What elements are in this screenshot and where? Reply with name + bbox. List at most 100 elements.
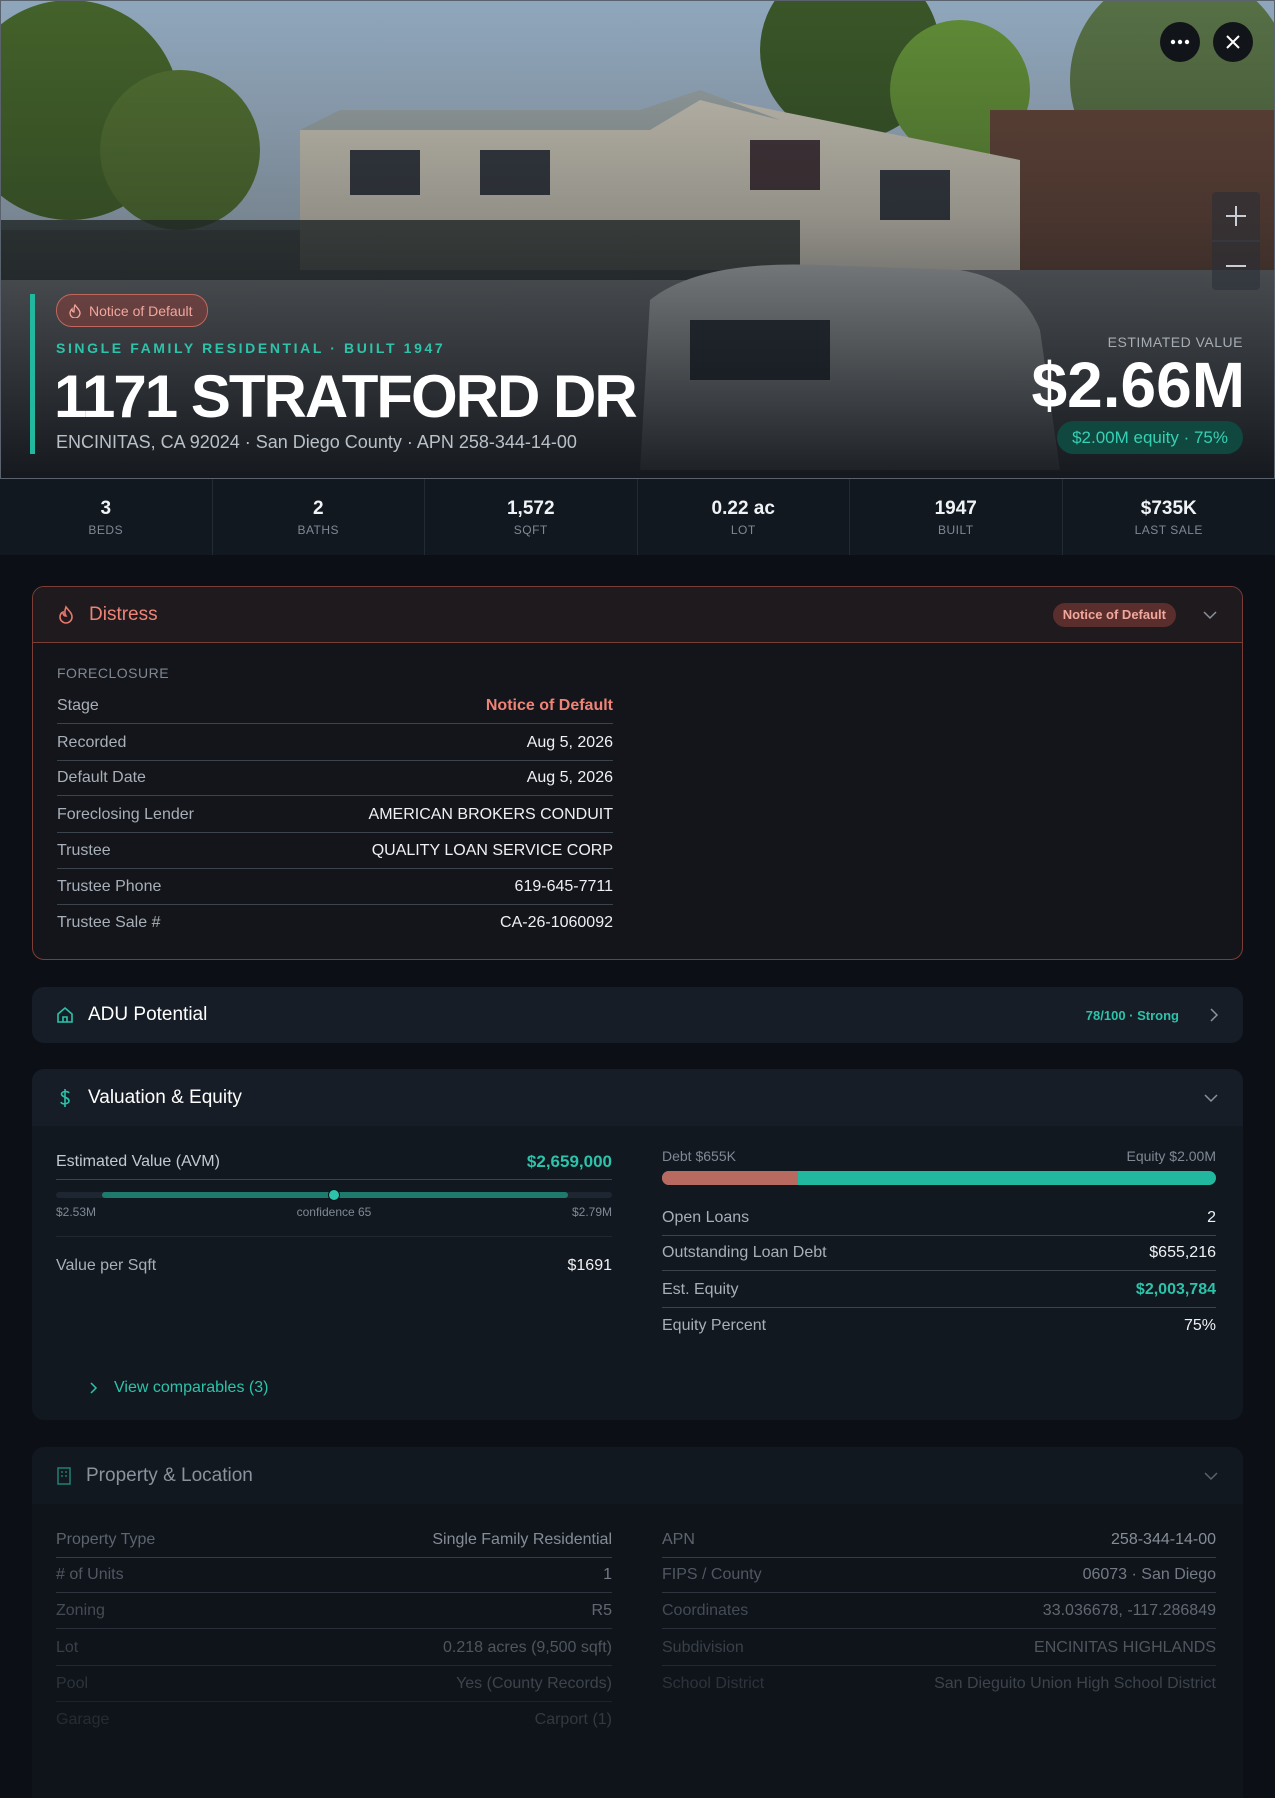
row-value: CA-26-1060092 [500, 914, 613, 931]
accent-bar [30, 294, 35, 454]
stat-value: 3 [100, 498, 112, 519]
row-value: Aug 5, 2026 [526, 768, 613, 786]
row-label: Estimated Value (AVM) [56, 1152, 220, 1170]
stat-value: $735K [1140, 498, 1197, 519]
row-label: Est. Equity [662, 1280, 739, 1298]
detail-row: Foreclosing Lender AMERICAN BROKERS CONDU… [57, 797, 613, 833]
close-button[interactable] [1213, 22, 1253, 62]
debt-segment [662, 1171, 799, 1185]
row-label: Trustee Sale # [57, 914, 161, 931]
row-value: Carport (1) [534, 1711, 612, 1728]
section-title: ADU Potential [88, 1004, 208, 1025]
row-value: 33.036678, -117.286849 [1042, 1601, 1216, 1619]
valuation-card: Valuation & Equity Estimated Value (AVM)… [32, 1069, 1243, 1420]
zoom-control [1212, 192, 1260, 290]
stat-item: 2 BATHS [213, 479, 425, 555]
row-label: Foreclosing Lender [57, 805, 194, 823]
valuation-header[interactable]: Valuation & Equity [32, 1069, 1243, 1126]
row-value: San Dieguito Union High School District [934, 1675, 1216, 1692]
status-badge-text: Notice of Default [89, 302, 193, 319]
row-label: Recorded [57, 733, 127, 751]
row-value: 06073 · San Diego [1082, 1565, 1216, 1583]
detail-row: Trustee QUALITY LOAN SERVICE CORP [57, 833, 613, 869]
stat-label: LAST SALE [1134, 523, 1203, 537]
stats-bar [0, 479, 1275, 555]
row-label: Trustee Phone [57, 877, 162, 895]
distress-badge: Notice of Default [1052, 602, 1176, 627]
row-label: School District [662, 1675, 765, 1692]
status-badge: Notice of Default [56, 294, 208, 327]
equity-label: Equity $2.00M [1126, 1148, 1217, 1164]
property-address-line: ENCINITAS, CA 92024 · San Diego County ·… [56, 432, 577, 452]
detail-row: Est. Equity $2,003,784 [662, 1272, 1216, 1308]
row-label: Open Loans [662, 1208, 750, 1226]
row-label: Trustee [57, 841, 111, 859]
zoom-in[interactable] [1226, 206, 1246, 226]
row-value: QUALITY LOAN SERVICE CORP [371, 841, 613, 859]
row-value: AMERICAN BROKERS CONDUIT [368, 805, 613, 823]
property-subtitle: SINGLE FAMILY RESIDENTIAL · BUILT 1947 [56, 340, 446, 356]
detail-row: Default Date Aug 5, 2026 [57, 760, 613, 796]
stat-value: 2 [312, 498, 324, 519]
row-value: $1691 [567, 1257, 613, 1274]
row-value: $2,003,784 [1135, 1280, 1216, 1298]
row-value: Notice of Default [485, 696, 613, 714]
property-card: Property & Location Property Type Single … [32, 1447, 1243, 1798]
per-sqft-row: Value per Sqft $1691 [56, 1248, 612, 1284]
stat-item: 3 BEDS [0, 479, 213, 555]
equity-pill: $2.00M equity · 75% [1057, 421, 1243, 454]
group-label: FORECLOSURE [57, 665, 170, 681]
row-label: FIPS / County [662, 1565, 762, 1583]
row-value: 75% [1183, 1317, 1216, 1334]
detail-row: Stage Notice of Default [57, 688, 613, 724]
row-label: Coordinates [662, 1601, 749, 1619]
stat-item: 1947 BUILT [850, 479, 1063, 555]
debt-label: Debt $655K [662, 1148, 736, 1164]
detail-row: Subdivision ENCINITAS HIGHLANDS [662, 1630, 1216, 1666]
row-label: Zoning [56, 1601, 105, 1619]
adu-score: 78/100 · Strong [1085, 1007, 1179, 1023]
stat-label: LOT [730, 523, 756, 537]
row-label: Equity Percent [662, 1317, 767, 1334]
row-label: Pool [56, 1674, 89, 1692]
detail-row: Lot 0.218 acres (9,500 sqft) [56, 1630, 612, 1666]
row-value: 2 [1207, 1208, 1216, 1226]
section-title: Property & Location [86, 1464, 253, 1486]
debt-equity-bar [662, 1171, 1216, 1185]
row-value: $655,216 [1149, 1243, 1216, 1261]
detail-row: Equity Percent 75% [662, 1308, 1216, 1344]
divider [56, 1236, 612, 1237]
estimated-value-label: ESTIMATED VALUE [1107, 334, 1243, 350]
detail-row: Pool Yes (County Records) [56, 1666, 612, 1702]
row-label: # of Units [56, 1565, 124, 1583]
detail-row: Trustee Phone 619-645-7711 [57, 869, 613, 905]
detail-row: FIPS / County 06073 · San Diego [662, 1557, 1216, 1593]
row-label: Garage [56, 1711, 110, 1728]
avm-row: Estimated Value (AVM) $2,659,000 [56, 1144, 612, 1180]
detail-row: Garage Carport (1) [56, 1702, 612, 1738]
property-header[interactable]: Property & Location [32, 1447, 1243, 1504]
row-value: 0.218 acres (9,500 sqft) [443, 1638, 612, 1656]
row-value: R5 [591, 1601, 612, 1619]
row-label: Property Type [56, 1530, 156, 1548]
detail-row: Open Loans 2 [662, 1200, 1216, 1236]
detail-row: Property Type Single Family Residential [56, 1522, 612, 1558]
detail-row: Recorded Aug 5, 2026 [57, 725, 613, 761]
stat-item: 1,572 SQFT [425, 479, 638, 555]
row-label: APN [662, 1530, 695, 1548]
stat-value: 1947 [934, 498, 977, 519]
view-comparables[interactable]: View comparables (3) [90, 1379, 268, 1397]
section-title: Valuation & Equity [88, 1086, 242, 1108]
more-button[interactable] [1160, 22, 1200, 62]
section-title: Distress [89, 603, 158, 625]
row-label: Default Date [57, 768, 146, 786]
row-value: 619-645-7711 [514, 877, 613, 895]
detail-row: Trustee Sale # CA-26-1060092 [57, 905, 613, 941]
distress-header[interactable]: Distress Notice of Default [33, 587, 1242, 643]
confidence-marker [328, 1189, 340, 1201]
detail-row: School District San Dieguito Union High S… [662, 1666, 1216, 1702]
adu-card[interactable]: ADU Potential 78/100 · Strong [32, 987, 1243, 1043]
stat-value: 0.22 ac [711, 498, 775, 519]
row-value: 258-344-14-00 [1111, 1530, 1216, 1548]
